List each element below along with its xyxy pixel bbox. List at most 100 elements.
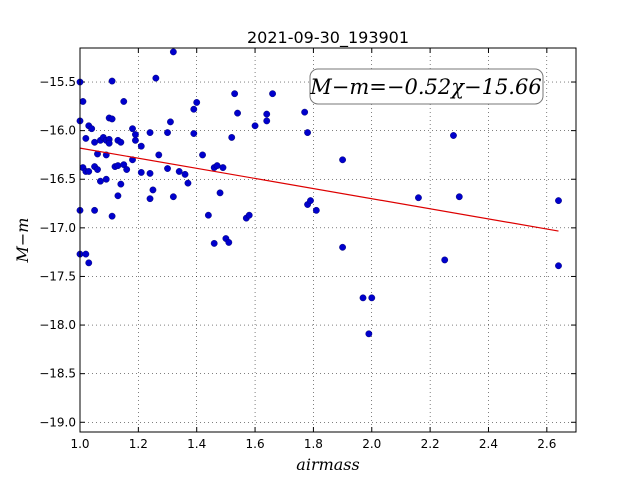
data-point: [146, 170, 154, 177]
data-point: [181, 170, 189, 178]
data-point: [137, 142, 145, 150]
data-point: [339, 156, 346, 164]
data-point: [169, 48, 177, 56]
fit-annotation: M−m=−0.52χ−15.66: [309, 68, 544, 105]
data-point: [204, 211, 212, 219]
data-point: [114, 162, 122, 170]
data-point: [184, 179, 192, 187]
data-point: [164, 165, 171, 172]
plot-area: [80, 48, 576, 432]
y-tick-label: −16.0: [39, 124, 76, 138]
data-point: [167, 118, 174, 126]
data-point: [132, 136, 139, 144]
data-point: [234, 109, 241, 117]
data-point: [190, 105, 198, 113]
data-point: [102, 175, 110, 183]
data-point: [415, 194, 422, 202]
data-point: [88, 125, 96, 133]
data-point: [263, 117, 271, 125]
data-point: [149, 186, 157, 194]
data-point: [213, 162, 221, 170]
data-point: [269, 90, 276, 98]
data-point: [210, 240, 218, 247]
data-point: [216, 189, 224, 197]
data-point: [339, 243, 346, 251]
fit-line: [79, 147, 559, 232]
data-point: [304, 129, 311, 136]
data-point: [152, 74, 160, 82]
chart-title: 2021-09-30_193901: [247, 28, 409, 48]
data-point: [245, 211, 253, 219]
y-tick-label: −17.0: [39, 221, 76, 235]
data-point: [193, 99, 201, 106]
data-points: [76, 48, 562, 338]
data-point: [82, 135, 90, 142]
data-point: [79, 98, 87, 105]
x-tick-label: 2.0: [362, 437, 381, 451]
y-tick-label: −15.5: [39, 75, 76, 89]
data-point: [263, 110, 271, 118]
data-point: [555, 262, 562, 270]
y-tick-label: −18.5: [39, 367, 76, 381]
data-point: [117, 138, 125, 146]
y-axis-ticks: −15.5 −16.0 −16.5 −17.0 −17.5 −18.0 −18.5 −19.0: [39, 75, 576, 429]
data-point: [123, 166, 131, 173]
data-point: [85, 168, 93, 175]
annotation-box: [309, 68, 544, 105]
data-point: [91, 206, 98, 214]
data-point: [450, 132, 457, 139]
data-point: [132, 131, 139, 138]
x-tick-label: 2.4: [479, 437, 498, 451]
x-tick-label: 1.4: [187, 437, 206, 451]
grid-lines: [79, 48, 576, 432]
data-point: [114, 192, 122, 200]
data-point: [97, 177, 104, 185]
data-point: [441, 256, 449, 264]
annotation-text: M−m=−0.52χ−15.66: [309, 75, 541, 99]
x-tick-label: 1.6: [246, 437, 265, 451]
y-tick-label: −17.5: [39, 269, 76, 283]
data-point: [82, 250, 90, 258]
data-point: [555, 197, 562, 205]
data-point: [225, 239, 233, 246]
x-axis-label: airmass: [296, 455, 359, 474]
data-point: [368, 294, 376, 302]
data-point: [120, 98, 128, 105]
data-point: [219, 164, 227, 171]
y-tick-label: −19.0: [39, 415, 76, 429]
data-point: [137, 169, 145, 176]
data-point: [85, 259, 93, 267]
x-tick-label: 1.0: [70, 437, 89, 451]
data-point: [105, 139, 113, 147]
data-point: [94, 166, 101, 173]
x-tick-label: 2.6: [537, 437, 556, 451]
data-point: [365, 330, 373, 338]
data-point: [359, 294, 367, 302]
data-point: [175, 168, 183, 175]
x-tick-label: 1.8: [304, 437, 323, 451]
data-point: [108, 77, 116, 85]
data-point: [155, 151, 163, 159]
y-tick-label: −16.5: [39, 172, 76, 186]
plot-frame: [79, 47, 577, 433]
y-axis-label: M−m: [13, 218, 32, 264]
data-point: [117, 180, 125, 188]
y-tick-label: −18.0: [39, 318, 76, 332]
x-tick-label: 2.2: [421, 437, 440, 451]
data-point: [301, 108, 309, 116]
data-point: [164, 129, 171, 136]
x-tick-label: 1.2: [129, 437, 148, 451]
data-point: [312, 206, 320, 214]
data-point: [455, 193, 463, 201]
data-point: [129, 156, 136, 164]
data-point: [146, 129, 154, 136]
data-point: [231, 90, 239, 98]
data-point: [108, 212, 116, 220]
data-point: [251, 122, 259, 130]
data-point: [199, 151, 206, 159]
x-axis-ticks: 1.0 1.2 1.4 1.6 1.8 2.0 2.2 2.4 2.6: [70, 48, 556, 451]
data-point: [91, 138, 98, 146]
data-point: [228, 134, 236, 141]
data-point: [108, 115, 116, 123]
